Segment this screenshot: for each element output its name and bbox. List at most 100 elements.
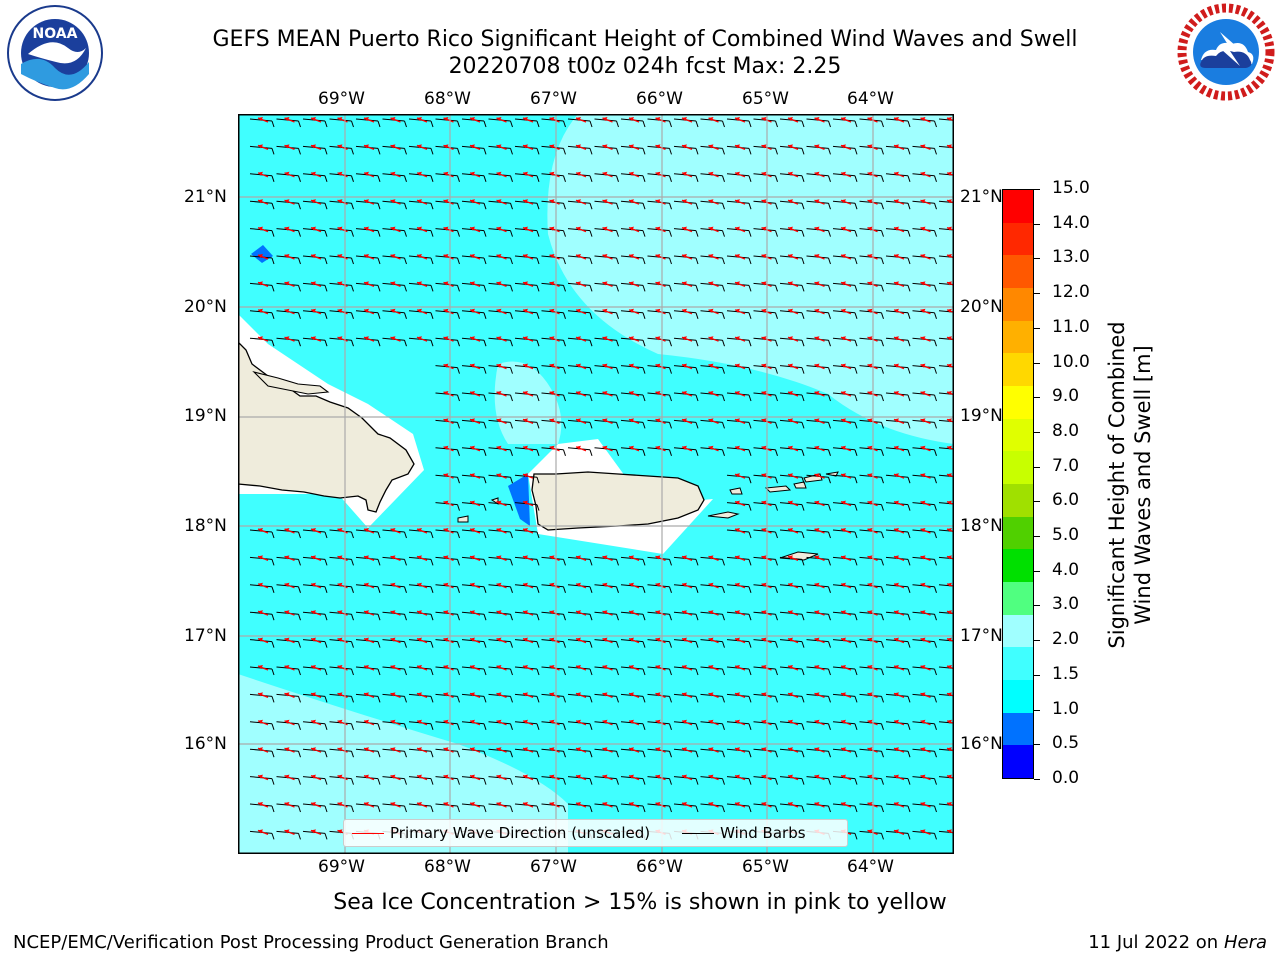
wave-direction-arrow (310, 254, 322, 260)
wave-direction-arrow (787, 582, 799, 589)
wave-direction-arrow (549, 144, 560, 151)
wave-direction-arrow (549, 610, 560, 616)
wave-direction-arrow (337, 774, 348, 781)
wave-direction-arrow (814, 473, 825, 479)
colorbar-segment (1003, 549, 1033, 582)
wave-direction-arrow (390, 281, 401, 288)
wave-direction-arrow (257, 171, 269, 178)
wave-direction-arrow (496, 692, 507, 699)
wave-direction-arrow (310, 610, 322, 616)
wave-direction-arrow (681, 747, 693, 753)
wave-direction-arrow (363, 802, 375, 808)
colorbar-segment (1003, 189, 1033, 223)
wave-direction-arrow (681, 117, 693, 123)
wave-direction-arrow (284, 144, 295, 151)
wave-direction-arrow (363, 665, 375, 671)
wave-direction-arrow (496, 144, 507, 151)
wave-direction-arrow (496, 473, 507, 479)
wave-direction-arrow (257, 308, 269, 315)
colorbar-segment (1003, 647, 1033, 680)
wave-direction-arrow (628, 226, 640, 233)
wave-direction-arrow (469, 774, 481, 781)
wave-direction-arrow (257, 802, 269, 808)
wave-direction-arrow (655, 610, 666, 616)
wave-direction-arrow (655, 281, 666, 288)
wave-direction-arrow (496, 747, 507, 753)
wave-direction-arrow (814, 747, 825, 753)
land-st-thomas (764, 485, 792, 493)
wave-direction-arrow (549, 254, 560, 260)
wave-direction-arrow (416, 117, 428, 123)
wave-direction-arrow (787, 226, 799, 233)
colorbar (1002, 189, 1034, 779)
wave-direction-arrow (708, 391, 719, 397)
wave-direction-arrow (893, 117, 905, 123)
wave-direction-arrow (920, 144, 931, 151)
wave-direction-arrow (416, 582, 428, 589)
wave-direction-arrow (522, 336, 534, 342)
wave-direction-arrow (522, 555, 534, 562)
wave-direction-arrow (469, 418, 481, 425)
wave-direction-arrow (363, 582, 375, 589)
wave-direction-arrow (893, 692, 905, 699)
wave-direction-arrow (443, 802, 454, 808)
wave-direction-arrow (549, 418, 560, 425)
wave-direction-arrow (708, 445, 719, 452)
wave-direction-arrow (708, 363, 719, 370)
wave-direction-arrow (416, 308, 428, 315)
wave-direction-arrow (496, 281, 507, 288)
wave-direction-arrow (416, 144, 428, 151)
wave-direction-arrow (310, 802, 322, 808)
wave-direction-arrow (390, 774, 401, 781)
wave-direction-arrow (840, 555, 852, 562)
wave-direction-arrow (602, 171, 613, 178)
lon-label-bottom: 68°W (424, 857, 471, 877)
colorbar-tick-mark (1034, 570, 1040, 572)
wave-direction-arrow (708, 774, 719, 781)
wave-direction-arrow (681, 171, 693, 178)
wave-direction-arrow (893, 774, 905, 781)
wave-direction-arrow (469, 199, 481, 205)
wave-direction-arrow (655, 308, 666, 315)
wave-direction-arrow (946, 500, 954, 506)
wind-barb-legend-label: Wind Barbs (720, 824, 806, 842)
wave-direction-arrow (681, 610, 693, 616)
wave-direction-arrow (337, 281, 348, 288)
wave-direction-arrow (522, 692, 534, 699)
wave-direction-arrow (946, 747, 954, 752)
wave-direction-arrow (310, 665, 322, 671)
wave-direction-arrow (655, 665, 666, 671)
wave-direction-arrow (416, 199, 428, 205)
wave-direction-arrow (363, 637, 375, 644)
wave-direction-arrow (496, 774, 507, 781)
wave-direction-arrow (920, 719, 931, 726)
wave-direction-arrow (893, 199, 905, 205)
svg-text:NOAA: NOAA (33, 26, 78, 42)
wave-direction-arrow (628, 144, 640, 151)
wave-direction-arrow (840, 692, 852, 699)
wave-direction-arrow (549, 226, 560, 233)
wave-direction-arrow (734, 336, 746, 342)
lon-label-bottom: 69°W (318, 857, 365, 877)
wave-direction-arrow (337, 199, 348, 205)
land-puerto-rico (531, 471, 705, 531)
wave-direction-arrow (787, 199, 799, 205)
wave-direction-arrow (787, 719, 799, 726)
colorbar-segment (1003, 287, 1033, 321)
wave-direction-arrow (337, 582, 348, 589)
wave-direction-arrow (284, 610, 295, 616)
colorbar-tick-label: 11.0 (1052, 316, 1090, 337)
wave-direction-arrow (257, 254, 269, 260)
wave-direction-arrow (284, 226, 295, 233)
wave-direction-arrow (681, 226, 693, 233)
wave-direction-arrow (893, 500, 905, 507)
footer-date: 11 Jul 2022 on Hera (1088, 932, 1267, 953)
wave-direction-arrow (284, 528, 295, 534)
wave-direction-arrow (390, 637, 401, 644)
wave-direction-arrow (496, 308, 507, 315)
wave-direction-arrow (734, 582, 746, 589)
wave-direction-arrow (522, 774, 534, 781)
wave-direction-arrow (575, 802, 587, 808)
wave-direction-arrow (814, 555, 825, 562)
wave-direction-arrow (893, 637, 905, 644)
